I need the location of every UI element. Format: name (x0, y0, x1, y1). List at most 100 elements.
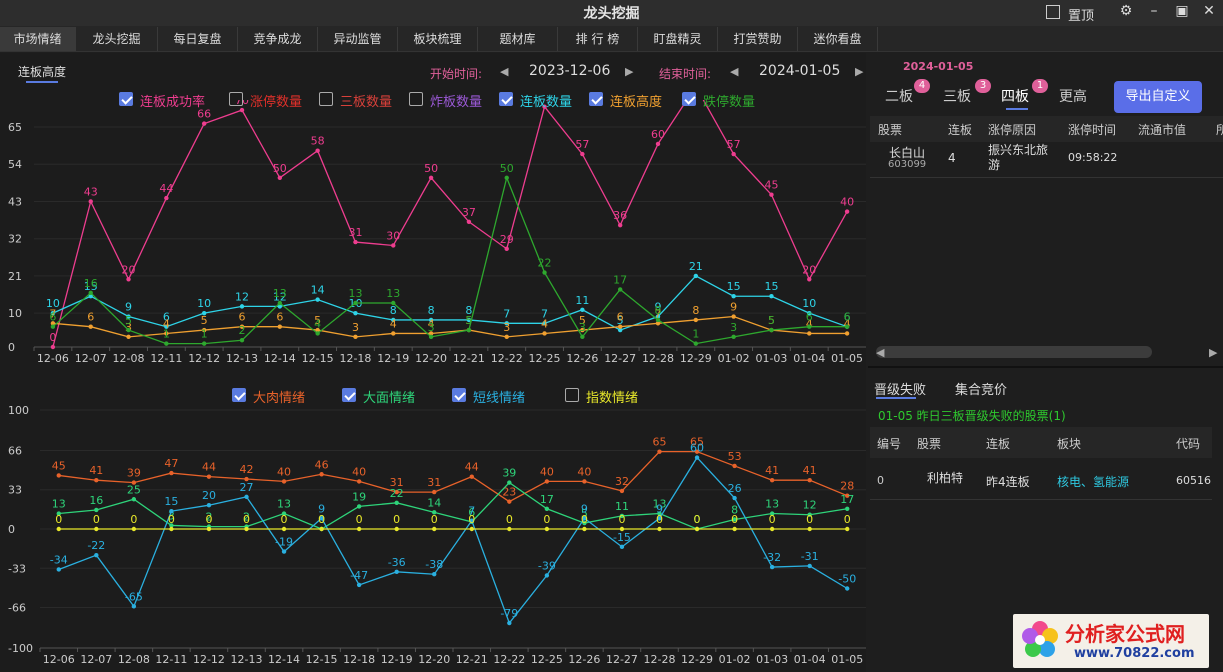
x-tick-label: 12-08 (113, 352, 145, 365)
two-board-count: 4 (914, 79, 930, 93)
data-point (807, 331, 812, 336)
legend-checkbox-1-0[interactable] (232, 388, 246, 402)
data-label: 3 (730, 321, 737, 334)
fail-row-code: 60516 (1176, 474, 1211, 487)
data-point (277, 324, 283, 329)
legend-checkbox-0-0[interactable] (119, 92, 133, 106)
x-tick-label: 01-02 (719, 653, 751, 666)
tab-theme-library[interactable]: 题材库 (478, 27, 558, 51)
subtab-board-height[interactable]: 连板高度 (18, 65, 67, 79)
data-label: 21 (689, 260, 703, 273)
pin-checkbox[interactable] (1046, 5, 1060, 19)
gear-icon[interactable]: ⚙ (1119, 3, 1133, 19)
th-code[interactable]: 代码 (1176, 437, 1201, 451)
legend-checkbox-0-1[interactable] (229, 92, 243, 106)
close-icon[interactable]: ✕ (1203, 3, 1215, 19)
scroll-right-icon[interactable]: ▶ (1209, 346, 1218, 359)
data-point (617, 222, 623, 228)
data-label: 44 (465, 461, 479, 474)
legend-checkbox-1-3[interactable] (565, 388, 579, 402)
th-reason[interactable]: 涨停原因 (988, 123, 1037, 137)
data-point (315, 331, 320, 336)
table-row[interactable] (870, 142, 1223, 178)
tab-watch-sprite[interactable]: 盯盘精灵 (638, 27, 718, 51)
legend-label-0-3[interactable]: 炸板数量 (430, 95, 483, 110)
data-label: 7 (49, 307, 56, 320)
th-more[interactable]: 所 (1216, 123, 1223, 137)
legend-checkbox-0-2[interactable] (319, 92, 333, 106)
data-point (694, 455, 700, 460)
start-prev-icon[interactable]: ◀ (500, 65, 509, 78)
start-next-icon[interactable]: ▶ (625, 65, 634, 78)
end-next-icon[interactable]: ▶ (855, 65, 864, 78)
legend-label-0-4[interactable]: 连板数量 (520, 95, 573, 110)
tab-leader-mining[interactable]: 龙头挖掘 (76, 27, 158, 51)
th-time[interactable]: 涨停时间 (1068, 123, 1117, 137)
tab-daily-review[interactable]: 每日复盘 (158, 27, 238, 51)
maximize-icon[interactable]: ▣ (1175, 3, 1189, 19)
th-fail-stock[interactable]: 股票 (917, 437, 942, 451)
data-point (769, 478, 775, 483)
legend-checkbox-0-4[interactable] (499, 92, 513, 106)
data-label: 5 (201, 314, 208, 327)
legend-label-1-2[interactable]: 短线情绪 (473, 391, 526, 406)
legend-label-0-5[interactable]: 连板高度 (610, 95, 663, 110)
data-label: 17 (613, 273, 627, 286)
export-button[interactable]: 导出自定义 (1114, 81, 1202, 113)
x-tick-label: 12-25 (531, 653, 563, 666)
tab-call-auction[interactable]: 集合竞价 (955, 383, 1008, 398)
legend-checkbox-0-3[interactable] (409, 92, 423, 106)
x-tick-label: 12-15 (302, 352, 334, 365)
data-label: 2 (205, 511, 212, 524)
tab-promotion-fail[interactable]: 晋级失败 (874, 383, 927, 398)
data-label: 3 (428, 321, 435, 334)
legend-label-0-6[interactable]: 跌停数量 (703, 95, 756, 110)
tab-two-board[interactable]: 二板 (885, 89, 913, 105)
data-label: 44 (159, 182, 173, 195)
th-market-cap[interactable]: 流通市值 (1138, 123, 1187, 137)
tab-market-sentiment[interactable]: 市场情绪 (0, 27, 76, 51)
data-point (542, 104, 547, 109)
th-stock[interactable]: 股票 (878, 123, 903, 137)
tab-mini-view[interactable]: 迷你看盘 (798, 27, 878, 51)
data-label: 60 (651, 128, 665, 141)
tab-abnormal[interactable]: 异动监管 (318, 27, 398, 51)
th-sector[interactable]: 板块 (1057, 437, 1082, 451)
fail-row[interactable] (870, 460, 1212, 500)
minimize-icon[interactable]: – (1150, 3, 1158, 19)
x-tick-label: 01-05 (831, 653, 863, 666)
legend-label-0-0[interactable]: 连板成功率 (140, 95, 206, 110)
data-point (731, 151, 736, 157)
tab-three-board[interactable]: 三板 (943, 89, 971, 105)
end-prev-icon[interactable]: ◀ (730, 65, 739, 78)
data-label: 58 (311, 135, 325, 148)
th-boards[interactable]: 连板 (948, 123, 973, 137)
legend-checkbox-1-2[interactable] (452, 388, 466, 402)
tab-four-board[interactable]: 四板 (1001, 89, 1029, 105)
legend-label-1-1[interactable]: 大面情绪 (363, 391, 416, 406)
tab-compete[interactable]: 竞争成龙 (238, 27, 318, 51)
legend-checkbox-1-1[interactable] (342, 388, 356, 402)
legend-label-0-2[interactable]: 三板数量 (340, 95, 393, 110)
data-point (845, 586, 850, 591)
data-point (319, 472, 324, 477)
tab-donate[interactable]: 打赏赞助 (718, 27, 798, 51)
tab-sector[interactable]: 板块梳理 (398, 27, 478, 51)
scroll-left-icon[interactable]: ◀ (876, 346, 885, 359)
legend-label-0-1[interactable]: 涨停数量 (250, 95, 303, 110)
data-label: 5 (581, 507, 588, 520)
th-fail-boards[interactable]: 连板 (986, 437, 1011, 451)
legend-checkbox-0-6[interactable] (682, 92, 696, 106)
horizontal-scrollbar[interactable] (876, 346, 1152, 358)
start-date[interactable]: 2023-12-06 (529, 63, 611, 79)
pin-label: 置顶 (1068, 9, 1095, 24)
th-no[interactable]: 编号 (877, 437, 902, 451)
legend-checkbox-0-5[interactable] (589, 92, 603, 106)
tab-higher[interactable]: 更高 (1059, 89, 1087, 105)
data-label: -39 (538, 559, 556, 572)
data-label: -50 (838, 573, 856, 586)
legend-label-1-0[interactable]: 大肉情绪 (253, 391, 306, 406)
tab-ranking[interactable]: 排 行 榜 (558, 27, 638, 51)
legend-label-1-3[interactable]: 指数情绪 (586, 391, 639, 406)
end-date[interactable]: 2024-01-05 (759, 63, 841, 79)
